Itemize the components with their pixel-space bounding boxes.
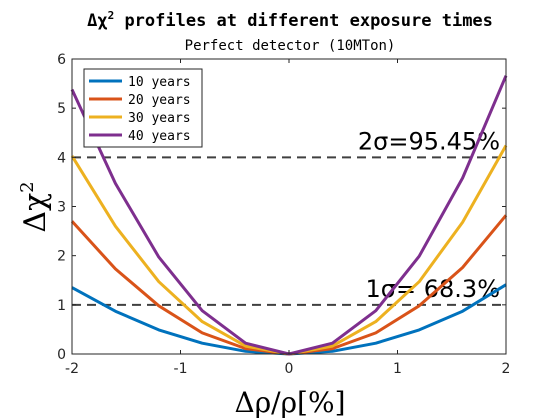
y-tick-label: 4	[57, 150, 66, 166]
y-axis-label-main: Δχ	[18, 193, 53, 233]
reference-label-sigma: 2σ	[358, 127, 388, 155]
x-tick-label: 0	[285, 361, 294, 377]
y-tick-label: 6	[57, 52, 66, 68]
y-tick-label: 3	[57, 200, 66, 216]
reference-label-sigma: 1σ	[366, 275, 396, 303]
legend-label-3: 30 years	[128, 111, 191, 126]
y-axis-label-sup: 2	[17, 181, 38, 192]
y-axis-label: Δχ2	[17, 181, 53, 232]
y-tick-label: 1	[57, 298, 66, 314]
legend-label-1: 10 years	[128, 75, 191, 90]
x-tick-label: 2	[502, 361, 511, 377]
x-axis-label: Δρ/ρ[%]	[234, 386, 345, 419]
legend-label-4: 40 years	[128, 129, 191, 144]
title-sup: 2	[108, 9, 115, 22]
legend-label-2: 20 years	[128, 93, 191, 108]
chart-title: Δχ2 profiles at different exposure times	[87, 9, 493, 31]
y-tick-label: 2	[57, 249, 66, 265]
x-tick-label: -2	[65, 361, 79, 377]
title-prefix: Δχ	[87, 11, 107, 31]
y-tick-label: 5	[57, 101, 66, 117]
title-rest: profiles at different exposure times	[114, 11, 493, 31]
legend: 10 years 20 years 30 years 40 years	[83, 68, 203, 148]
chart-subtitle: Perfect detector (10MTon)	[185, 38, 396, 54]
y-tick-label: 0	[57, 347, 66, 363]
axes: -2 -1 0 1 2 0 1 2 3 4 5 6	[57, 52, 510, 377]
x-tick-label: 1	[393, 361, 402, 377]
x-tick-label: -1	[174, 361, 188, 377]
